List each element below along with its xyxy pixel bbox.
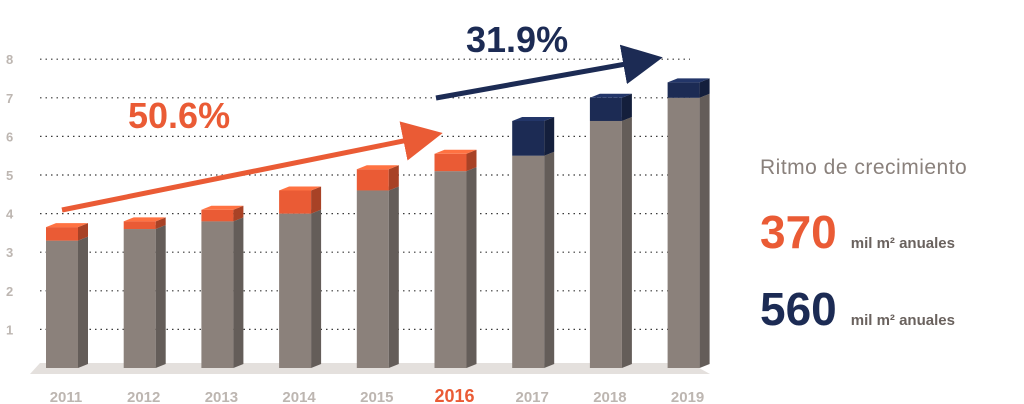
bar-segment-2013-s1 xyxy=(201,205,244,222)
trend-arrow-orange xyxy=(61,121,443,213)
bar-segment-2014-s0 xyxy=(279,209,322,368)
x-tick-2012: 2012 xyxy=(127,389,160,404)
bar-side-2016-s1 xyxy=(466,149,477,172)
bar-front-2014-s1 xyxy=(279,190,312,214)
bar-side-2019-s0 xyxy=(699,93,710,369)
bar-front-2018-s0 xyxy=(589,120,622,369)
bar-front-2016-s0 xyxy=(434,171,467,368)
y-tick-3: 3 xyxy=(6,245,13,260)
bar-segment-2011-s1 xyxy=(46,223,88,241)
bar-side-2019-s2 xyxy=(699,78,710,98)
y-tick-5: 5 xyxy=(6,168,13,183)
x-tick-2017: 2017 xyxy=(516,389,549,404)
y-tick-6: 6 xyxy=(6,129,13,144)
growth-bar-chart: 1 2 3 4 5 6 7 8 2011 2012 2013 2014 2015 2016 2017 201… xyxy=(6,19,710,404)
y-tick-2: 2 xyxy=(6,284,13,299)
x-tick-2018: 2018 xyxy=(593,389,626,404)
bar-side-2018-s0 xyxy=(621,116,632,369)
x-tick-2011: 2011 xyxy=(50,389,83,404)
bar-segment-2019-s0 xyxy=(667,93,710,369)
stat-navy-value: 560 xyxy=(760,283,837,335)
bar-side-2011-s1 xyxy=(78,223,88,241)
bar-front-2011-s1 xyxy=(46,227,78,241)
y-tick-8: 8 xyxy=(6,52,13,67)
bar-top-2014-s1 xyxy=(279,186,322,191)
bar-front-2019-s0 xyxy=(667,97,700,369)
bar-top-2018-s2 xyxy=(589,93,632,98)
bar-side-2015-s0 xyxy=(388,186,399,368)
x-tick-2013: 2013 xyxy=(205,389,238,404)
bar-front-2013-s0 xyxy=(201,221,234,368)
stat-navy-unit: mil m² anuales xyxy=(850,312,955,329)
bar-front-2014-s0 xyxy=(279,213,312,368)
stat-navy: 560 mil m² anuales xyxy=(760,282,955,336)
bar-front-2017-s2 xyxy=(512,120,545,156)
stat-orange-unit: mil m² anuales xyxy=(850,235,955,252)
bar-top-2011-s1 xyxy=(46,223,88,228)
bar-top-2013-s1 xyxy=(201,205,244,210)
bar-top-2015-s1 xyxy=(356,165,399,170)
bar-segment-2015-s1 xyxy=(356,165,399,191)
bar-front-2018-s2 xyxy=(589,97,622,121)
bar-segment-2018-s2 xyxy=(589,93,632,121)
stat-orange-value: 370 xyxy=(760,206,837,258)
bar-segment-2017-s0 xyxy=(512,151,555,368)
x-tick-2015: 2015 xyxy=(360,389,393,404)
bar-side-2017-s0 xyxy=(544,151,555,368)
x-tick-2019: 2019 xyxy=(671,389,704,404)
bar-top-2012-s1 xyxy=(123,217,166,222)
y-tick-4: 4 xyxy=(6,207,14,222)
bar-side-2014-s0 xyxy=(311,209,322,368)
bar-side-2012-s1 xyxy=(155,217,166,230)
bar-side-2015-s1 xyxy=(388,165,399,191)
bar-front-2016-s1 xyxy=(434,153,467,172)
bar-top-2017-s2 xyxy=(512,116,555,121)
y-tick-1: 1 xyxy=(6,322,13,337)
bar-segment-2012-s0 xyxy=(123,225,166,368)
bar-side-2017-s2 xyxy=(544,116,555,156)
bar-front-2012-s1 xyxy=(123,221,156,230)
bar-segment-2014-s1 xyxy=(279,186,322,214)
bar-segment-2017-s2 xyxy=(512,116,555,156)
bar-segment-2019-s2 xyxy=(667,78,710,98)
bar-front-2011-s0 xyxy=(46,240,78,368)
bar-side-2018-s2 xyxy=(621,93,632,121)
bar-side-2012-s0 xyxy=(155,225,166,368)
y-tick-7: 7 xyxy=(6,91,13,106)
x-tick-2016: 2016 xyxy=(434,386,474,404)
bar-side-2013-s0 xyxy=(233,217,244,368)
bar-segment-2011-s0 xyxy=(46,236,88,368)
bar-segment-2015-s0 xyxy=(356,186,399,368)
bar-segment-2018-s0 xyxy=(589,116,632,369)
bar-front-2019-s2 xyxy=(667,82,700,98)
bar-segment-2012-s1 xyxy=(123,217,166,230)
annotation-growth-navy: 31.9% xyxy=(466,19,568,60)
bar-front-2013-s1 xyxy=(201,209,234,222)
bar-side-2013-s1 xyxy=(233,205,244,222)
bar-front-2015-s1 xyxy=(356,169,389,191)
annotation-growth-orange: 50.6% xyxy=(128,95,230,136)
bar-side-2016-s0 xyxy=(466,167,477,368)
bar-front-2015-s0 xyxy=(356,190,389,368)
trend-arrow-navy xyxy=(435,44,663,101)
growth-rate-title: Ritmo de crecimiento xyxy=(760,156,968,179)
bar-front-2017-s0 xyxy=(512,155,545,368)
bar-front-2012-s0 xyxy=(123,229,156,368)
bar-segment-2013-s0 xyxy=(201,217,244,368)
bar-side-2014-s1 xyxy=(311,186,322,214)
x-tick-2014: 2014 xyxy=(282,389,316,404)
bar-segment-2016-s1 xyxy=(434,149,477,172)
bar-side-2011-s0 xyxy=(78,236,88,368)
bar-segment-2016-s0 xyxy=(434,167,477,368)
bar-top-2016-s1 xyxy=(434,149,477,154)
bar-top-2019-s2 xyxy=(667,78,710,83)
stat-orange: 370 mil m² anuales xyxy=(760,205,955,259)
